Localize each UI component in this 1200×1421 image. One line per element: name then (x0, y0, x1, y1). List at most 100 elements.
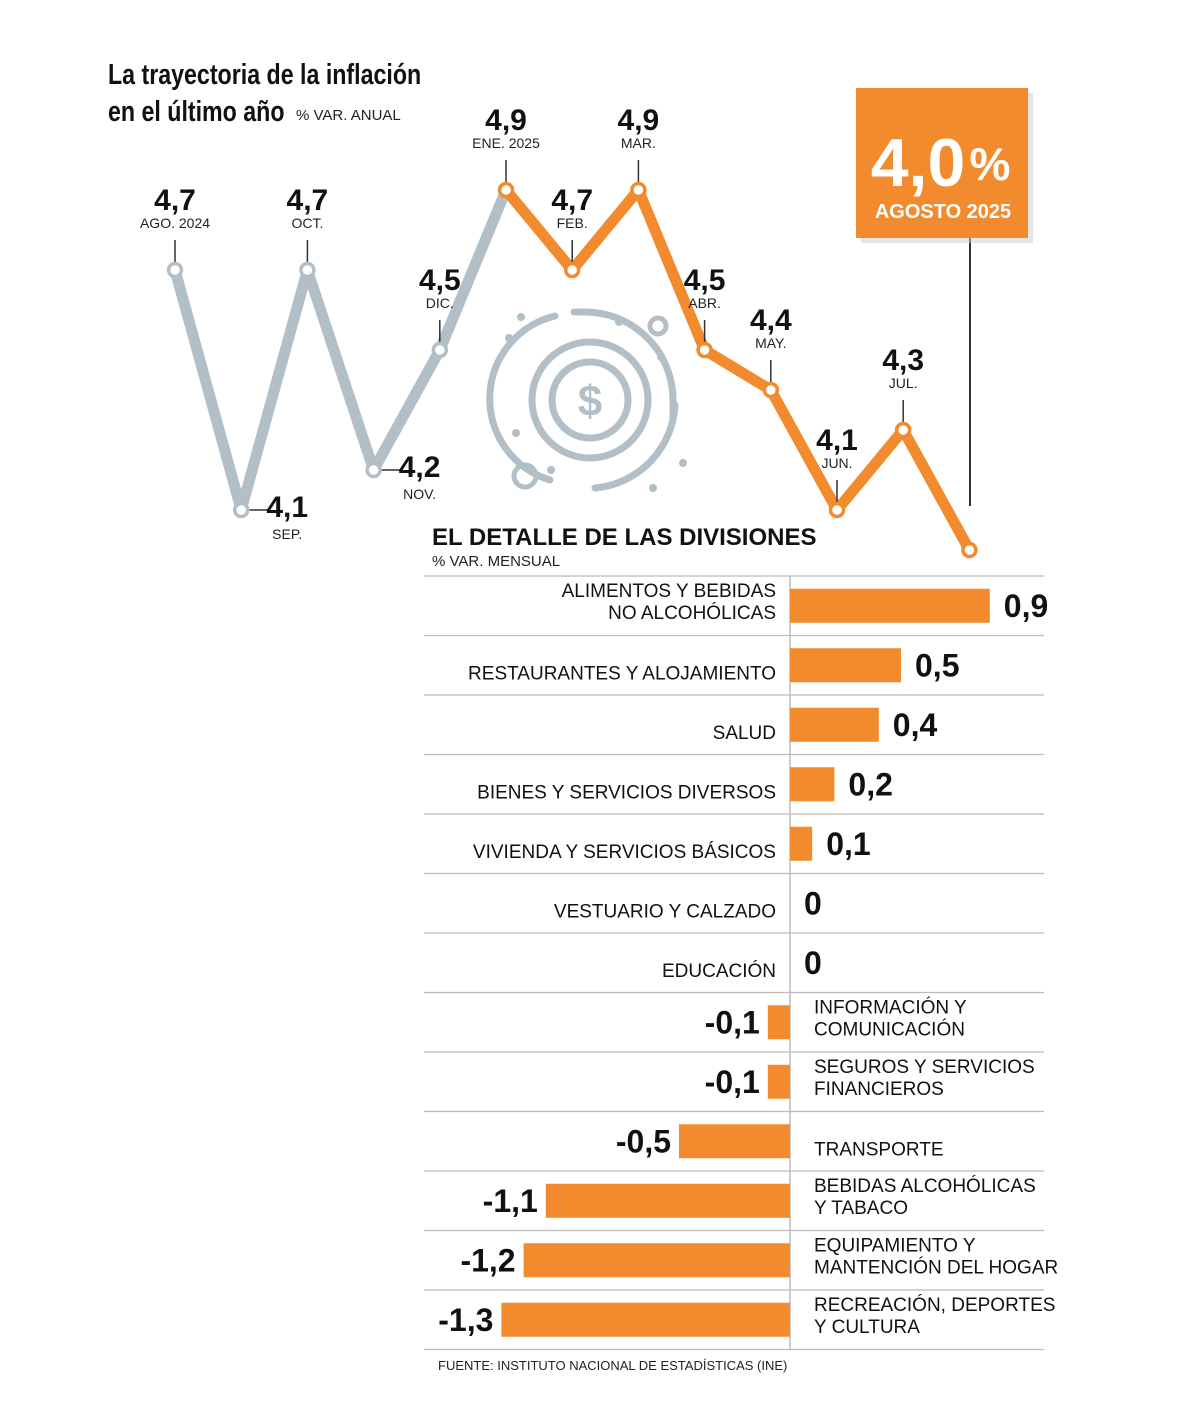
chart-title-line1: La trayectoria de la inflación (108, 57, 421, 90)
callout-value: 4,0 (871, 125, 966, 201)
data-point (232, 501, 250, 519)
data-label: 4,3 (882, 344, 924, 377)
x-tick-label: ABR. (688, 295, 721, 311)
data-label: 4,7 (154, 184, 196, 217)
bar (501, 1302, 790, 1337)
x-tick-label: ENE. 2025 (472, 135, 540, 151)
category-label: Y CULTURA (814, 1317, 920, 1338)
bar-value-label: 0,9 (1004, 588, 1048, 624)
category-label: EDUCACIÓN (662, 960, 776, 982)
x-tick-label: OCT. (291, 215, 323, 231)
data-label: 4,2 (399, 451, 441, 484)
category-label: TRANSPORTE (814, 1139, 944, 1160)
data-point (431, 341, 449, 359)
bar-value-label: -0,5 (616, 1123, 671, 1159)
chart-unit-label: % VAR. ANUAL (296, 107, 401, 124)
bar (790, 826, 813, 861)
dollar-coin-icon: $ (486, 308, 687, 492)
chart-header: La trayectoria de la inflación en el últ… (108, 57, 421, 127)
x-tick-label: DIC. (426, 295, 454, 311)
bar (790, 767, 835, 802)
data-point (365, 461, 382, 479)
bar-value-label: -1,1 (483, 1183, 538, 1219)
bar (790, 648, 901, 683)
bar-value-label: -1,3 (438, 1302, 493, 1338)
callout-label: AGOSTO 2025 (875, 201, 1011, 223)
category-label: Y TABACO (814, 1198, 908, 1219)
callout-box (856, 88, 1028, 238)
bar (790, 588, 990, 623)
x-tick-label: NOV. (403, 486, 436, 502)
series-line-2024 (169, 184, 512, 516)
source-note: FUENTE: INSTITUTO NACIONAL DE ESTADÍSTIC… (438, 1358, 787, 1373)
data-point (828, 501, 846, 519)
data-label: 4,7 (551, 184, 593, 217)
bar (767, 1064, 790, 1099)
category-label: RECREACIÓN, DEPORTES (814, 1294, 1055, 1316)
data-label: 4,9 (618, 104, 660, 137)
data-point (696, 341, 713, 359)
category-label: VIVIENDA Y SERVICIOS BÁSICOS (473, 842, 776, 863)
data-point (497, 181, 515, 199)
data-label: 4,9 (485, 104, 527, 137)
category-label: RESTAURANTES Y ALOJAMIENTO (468, 663, 776, 684)
data-label: 4,7 (287, 184, 329, 217)
data-point (563, 261, 581, 279)
x-tick-label: JUL. (889, 375, 918, 391)
detail-unit-label: % VAR. MENSUAL (432, 553, 560, 570)
svg-text:$: $ (578, 377, 602, 426)
bar-value-label: 0,1 (826, 826, 870, 862)
bar (790, 707, 879, 742)
bar (545, 1183, 790, 1218)
category-label: COMUNICACIÓN (814, 1018, 965, 1040)
bar-value-label: 0,4 (893, 707, 938, 743)
line-chart: AGO. 20244,74,1SEP.OCT.4,74,2NOV.DIC.4,5… (140, 104, 978, 559)
bar-value-label: -0,1 (705, 1004, 760, 1040)
data-point (166, 261, 184, 279)
detail-header: EL DETALLE DE LAS DIVISIONES % VAR. MENS… (432, 524, 817, 570)
data-label: 4,5 (419, 264, 461, 297)
data-label: 4,4 (750, 304, 792, 337)
x-tick-label: JUN. (821, 455, 852, 471)
data-point (762, 381, 780, 399)
bar (523, 1243, 790, 1278)
callout-unit: % (970, 138, 1011, 190)
chart-title-line2: en el último año (108, 94, 285, 127)
category-label: BIENES Y SERVICIOS DIVERSOS (477, 782, 776, 803)
data-point (630, 181, 647, 199)
bar-value-label: 0,5 (915, 647, 959, 683)
bar-value-label: -1,2 (460, 1242, 515, 1278)
x-tick-label: MAR. (621, 135, 656, 151)
bar-value-label: 0 (804, 885, 822, 921)
data-label: 4,1 (816, 424, 858, 457)
category-label: EQUIPAMIENTO Y (814, 1235, 976, 1256)
data-label: 4,5 (684, 264, 726, 297)
data-label: 4,1 (266, 491, 308, 524)
bar (679, 1124, 790, 1159)
bar-value-label: 0 (804, 945, 822, 981)
bar (767, 1005, 790, 1040)
bar-value-label: -0,1 (705, 1064, 760, 1100)
category-label: SALUD (713, 723, 776, 744)
category-label: NO ALCOHÓLICAS (608, 602, 776, 624)
data-point (894, 421, 912, 439)
category-label: MANTENCIÓN DEL HOGAR (814, 1256, 1058, 1278)
x-tick-label: MAY. (755, 335, 786, 351)
x-tick-label: SEP. (272, 526, 302, 542)
detail-title: EL DETALLE DE LAS DIVISIONES (432, 524, 817, 551)
data-point (299, 261, 316, 279)
category-label: VESTUARIO Y CALZADO (554, 901, 776, 922)
category-label: INFORMACIÓN Y (814, 996, 967, 1018)
category-label: BEBIDAS ALCOHÓLICAS (814, 1175, 1036, 1197)
x-tick-label: FEB. (557, 215, 588, 231)
bar-value-label: 0,2 (848, 766, 892, 802)
category-label: SEGUROS Y SERVICIOS (814, 1057, 1035, 1078)
latest-value-callout: 4,0 % AGOSTO 2025 (856, 88, 1033, 506)
category-label: FINANCIEROS (814, 1079, 944, 1100)
series-line-2025 (500, 184, 975, 556)
x-tick-label: AGO. 2024 (140, 215, 210, 231)
data-point (961, 541, 978, 559)
category-label: ALIMENTOS Y BEBIDAS (562, 581, 776, 602)
